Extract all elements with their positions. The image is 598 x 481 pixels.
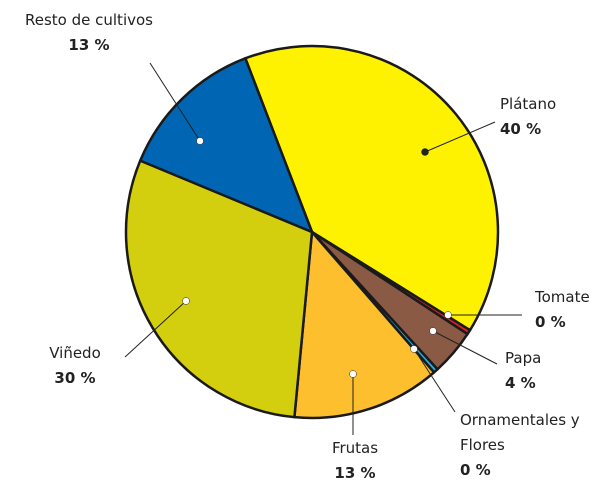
leader-dot: [182, 297, 190, 305]
leader-line: [124, 300, 187, 358]
category-name: Frutas: [331, 439, 379, 457]
leader-dot: [444, 311, 452, 319]
value-label: 30 %: [54, 369, 96, 387]
category-name: Viñedo: [49, 344, 101, 362]
value-label: 13 %: [334, 464, 376, 481]
slice-label: Ornamentales y Flores 0 %: [460, 408, 598, 481]
slice-label: Plátano 40 %: [500, 92, 590, 142]
leader-line: [413, 348, 456, 413]
category-name: Ornamentales y Flores: [460, 411, 580, 454]
value-label: 4 %: [505, 374, 536, 392]
leader-dot: [196, 137, 204, 145]
slice-label: Tomate 0 %: [535, 285, 595, 335]
slice-label: Resto de cultivos 13 %: [8, 8, 170, 58]
value-label: 0 %: [460, 461, 491, 479]
slice-label: Viñedo 30 %: [20, 341, 130, 391]
value-label: 13 %: [68, 36, 110, 54]
pie-slice: [293, 230, 436, 420]
pie-slice: [138, 57, 314, 234]
leader-dot: [349, 370, 357, 378]
leader-line: [149, 62, 201, 142]
category-name: Plátano: [500, 95, 557, 113]
category-name: Tomate: [535, 288, 590, 306]
category-name: Resto de cultivos: [25, 11, 153, 29]
pie-slice: [244, 44, 500, 332]
slice-label: Papa 4 %: [505, 346, 565, 396]
category-name: Papa: [505, 349, 542, 367]
leader-dot: [429, 327, 437, 335]
value-label: 0 %: [535, 313, 566, 331]
leader-dot: [410, 345, 418, 353]
value-label: 40 %: [500, 120, 542, 138]
pie-slice: [124, 159, 314, 419]
slice-label: Frutas 13 %: [310, 436, 400, 481]
leader-dot: [421, 148, 429, 156]
leader-line: [424, 121, 496, 153]
leader-line: [432, 330, 498, 365]
